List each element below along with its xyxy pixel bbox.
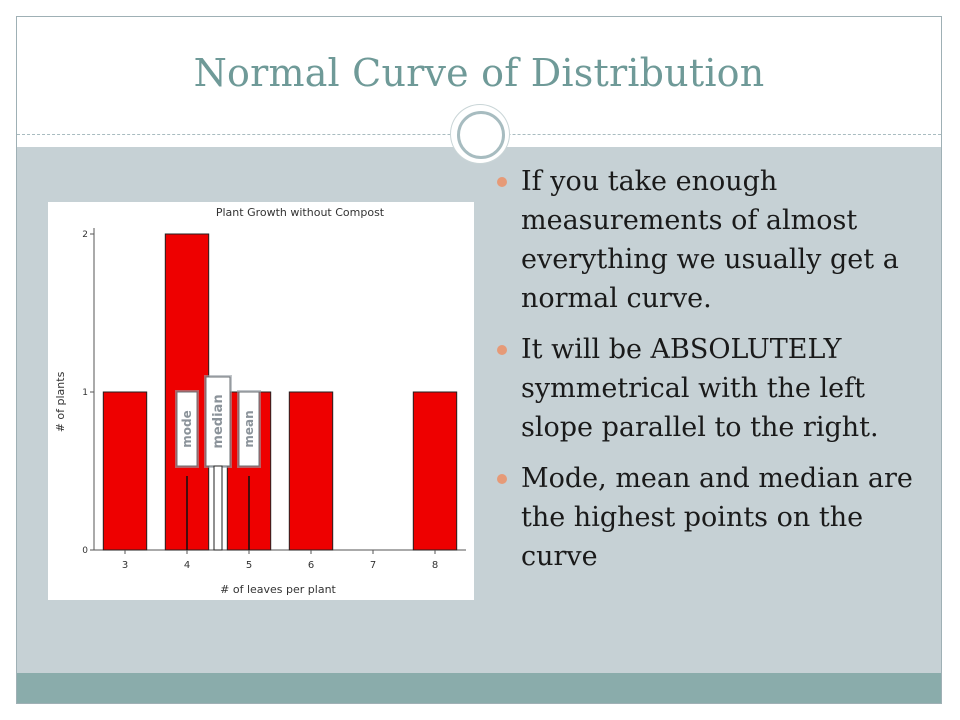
chart-title: Plant Growth without Compost [216,206,385,219]
chart-bar [102,391,148,551]
annotation-box [176,391,198,467]
x-tick-label: 7 [370,560,376,571]
y-tick-label: 1 [82,388,88,398]
chart-xlabel: # of leaves per plant [220,583,336,596]
annotation-box-shadow [175,390,199,468]
x-tick-label: 3 [122,560,128,571]
bullet-text: It will be ABSOLUTELY symmetrical with t… [521,334,879,443]
chart-plot-area: 3 4 5 6 7 8 0 1 2 mode median mean [82,228,466,571]
bullet-item: It will be ABSOLUTELY symmetrical with t… [495,330,941,447]
bullet-dot-icon [497,345,507,355]
bullet-dot-icon [497,177,507,187]
bullet-item: If you take enough measurements of almos… [495,162,941,318]
bar-chart: Plant Growth without Compost # of plants… [48,202,474,600]
x-tick-label: 4 [184,560,190,571]
bottom-band [17,673,941,703]
chart-bar [412,391,458,551]
divider-circle-inner [457,111,505,159]
chart-svg: Plant Growth without Compost # of plants… [54,206,466,596]
bullet-list: If you take enough measurements of almos… [495,162,941,588]
bullet-dot-icon [497,474,507,484]
annotation-mean-label: mean [242,410,256,447]
y-tick-label: 0 [82,546,88,556]
annotation-box [238,391,260,467]
annotation-box [205,376,231,467]
x-tick-label: 5 [246,560,252,571]
median-pointer [213,465,223,551]
bullet-text: If you take enough measurements of almos… [521,166,899,314]
bullet-item: Mode, mean and median are the highest po… [495,459,941,576]
bullet-text: Mode, mean and median are the highest po… [521,463,913,572]
x-tick-label: 6 [308,560,314,571]
annotation-median-label: median [211,394,226,448]
chart-bar [288,391,334,551]
slide-frame: Normal Curve of Distribution Plant Growt… [16,16,942,704]
y-tick-label: 2 [82,230,88,240]
annotation-box-shadow [237,390,261,468]
chart-ylabel: # of plants [54,371,67,432]
annotation-mode-label: mode [180,410,194,447]
slide-title: Normal Curve of Distribution [193,51,765,95]
x-tick-label: 8 [432,560,438,571]
divider-circle-icon [451,105,509,163]
